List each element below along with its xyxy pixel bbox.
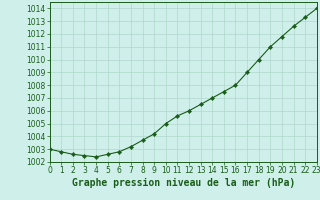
X-axis label: Graphe pression niveau de la mer (hPa): Graphe pression niveau de la mer (hPa) <box>72 178 295 188</box>
